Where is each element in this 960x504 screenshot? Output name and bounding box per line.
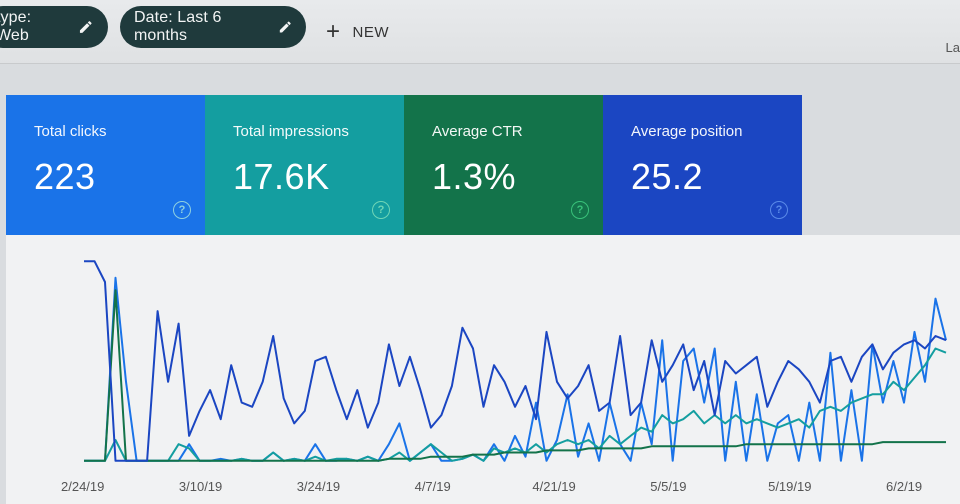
metric-card-total-clicks[interactable]: Total clicks 223 ? <box>6 95 205 235</box>
x-axis-tick-label: 5/5/19 <box>650 479 686 494</box>
metric-card-total-impressions[interactable]: Total impressions 17.6K ? <box>205 95 404 235</box>
help-icon[interactable]: ? <box>173 201 191 219</box>
metric-value: 17.6K <box>233 156 330 197</box>
top-right-text: La <box>945 40 960 55</box>
date-filter-label: Date: Last 6 months <box>134 9 222 44</box>
chart-series-line-2 <box>84 289 946 462</box>
pencil-icon[interactable] <box>78 19 94 35</box>
type-filter-chip[interactable]: type: Web <box>0 6 108 48</box>
metric-cards: Total clicks 223 ? Total impressions 17.… <box>6 95 802 235</box>
x-axis-tick-label: 4/7/19 <box>415 479 451 494</box>
metric-label: Total clicks <box>34 123 107 140</box>
help-icon[interactable]: ? <box>770 201 788 219</box>
metric-label: Average position <box>631 123 743 140</box>
plus-icon: + <box>326 18 341 45</box>
performance-chart-svg: 2/24/19 3/10/19 3/24/19 4/7/19 4/21/19 5/5/19… <box>61 260 947 494</box>
metric-value: 223 <box>34 156 96 197</box>
type-filter-label: type: Web <box>0 9 32 44</box>
performance-chart: 2/24/19 3/10/19 3/24/19 4/7/19 4/21/19 5/5/19… <box>6 235 960 504</box>
x-axis-tick-label: 3/10/19 <box>179 479 222 494</box>
date-filter-chip[interactable]: Date: Last 6 months <box>120 6 306 48</box>
x-axis-tick-label: 4/21/19 <box>532 479 575 494</box>
x-axis-tick-label: 6/2/19 <box>886 479 922 494</box>
help-icon[interactable]: ? <box>571 201 589 219</box>
metric-value: 25.2 <box>631 156 704 197</box>
metric-value: 1.3% <box>432 156 517 197</box>
new-filter-label: NEW <box>352 23 390 41</box>
metric-label: Average CTR <box>432 123 523 140</box>
pencil-icon[interactable] <box>278 19 293 35</box>
metric-label: Total impressions <box>233 123 349 140</box>
x-axis-tick-label: 2/24/19 <box>61 479 104 494</box>
filter-bar: type: Web Date: Last 6 months + NEW La <box>0 0 960 64</box>
chart-series-line-0 <box>84 276 947 462</box>
new-filter-button[interactable]: + NEW <box>326 20 389 44</box>
metric-card-average-position[interactable]: Average position 25.2 ? <box>603 95 802 235</box>
chart-series-line-3 <box>84 260 947 462</box>
x-axis-tick-label: 3/24/19 <box>297 479 340 494</box>
x-axis-tick-label: 5/19/19 <box>768 479 811 494</box>
help-icon[interactable]: ? <box>372 201 390 219</box>
metric-card-average-ctr[interactable]: Average CTR 1.3% ? <box>404 95 603 235</box>
